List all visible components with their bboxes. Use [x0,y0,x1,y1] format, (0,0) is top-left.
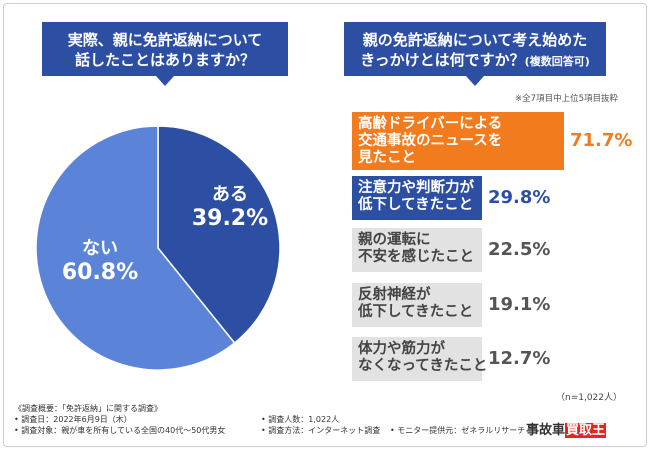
bar-fill-2 [352,176,482,220]
bar-label-3-line-2: 不安を感じたこと [358,249,474,265]
pie-label-no-value: 60.8% [61,260,139,285]
bar-label-3: 親の運転に 不安を感じたこと [358,232,474,266]
pie-label-yes-category: ある [212,184,248,205]
bar-value-5: 12.7% [488,348,551,369]
survey-overview: 《調査概要：「免許返納」に関する調査》 [14,404,162,413]
left-question-line1: 実際、親に免許返納について [67,31,263,49]
survey-target: • 調査対象：親が車を所有している全国の40代〜50代男女 [14,426,226,435]
bar-value-1: 71.7% [570,130,633,151]
right-question-suffix: (複数回答可) [524,55,590,68]
bar-label-1-line-2: 交通事故のニュースを [358,133,503,149]
logo: 事故車買取王 [526,419,607,438]
bar-label-1-line-1: 高齢ドライバーによる [358,116,503,132]
survey-date: • 調査日：2022年6月9日（木） [14,415,132,424]
right-question-tail [466,76,484,86]
right-question-line1: 親の免許返納について考え始めた [362,31,588,49]
survey-method: • 調査方法：インターネット調査 [261,426,381,435]
pie-label-yes: ある 39.2% [185,186,275,230]
frame [3,3,647,447]
sample-size-note: （n=1,022人） [555,393,622,403]
bar-label-4: 反射神経が 低下してきたこと [358,287,473,321]
bar-fill-1 [352,112,564,170]
bar-label-5: 体力や筋力が なくなってきたこと [358,341,487,375]
bar-label-2-line-2: 低下してきたこと [358,197,474,213]
bar-label-5-line-1: 体力や筋力が [358,341,445,357]
pie-slice-yes [157,125,281,345]
survey-provider: • モニター提供元：ゼネラルリサーチ [390,426,526,435]
top-note: ※全7項目中上位5項目抜粋 [515,94,618,104]
bar-label-2-line-1: 注意力や判断力が [358,180,474,196]
bar-label-1: 高齢ドライバーによる 交通事故のニュースを 見たこと [358,116,502,167]
right-question-line2: きっかけとは何ですか？ [360,51,525,69]
bar-label-4-line-2: 低下してきたこと [358,304,474,320]
pie-label-yes-value: 39.2% [191,206,269,231]
left-question-line2: 話したことはありますか？ [74,51,255,69]
pie-slice-no [35,125,236,371]
left-question-tail [156,76,174,86]
bar-label-4-line-1: 反射神経が [358,287,431,303]
bar-label-5-line-2: なくなってきたこと [358,358,488,374]
bar-label-1-line-3: 見たこと [358,150,416,166]
logo-part2: 買取王 [565,423,607,438]
right-question-box: 親の免許返納について考え始めた きっかけとは何ですか？(複数回答可) [344,22,606,76]
pie-label-no-category: ない [82,238,118,259]
bar-fill-3 [352,228,482,272]
left-question-box: 実際、親に免許返納について 話したことはありますか？ [42,22,288,76]
logo-part1: 事故車 [526,423,566,438]
bar-value-2: 29.8% [488,187,551,208]
bar-value-3: 22.5% [488,239,551,260]
bar-fill-4 [352,283,482,327]
bar-value-4: 19.1% [488,294,551,315]
bar-label-3-line-1: 親の運転に [358,232,431,248]
bar-fill-5 [352,337,482,381]
pie-label-no: ない 60.8% [55,240,145,284]
bar-label-2: 注意力や判断力が 低下してきたこと [358,180,474,214]
survey-count: • 調査人数：1,022人 [261,415,340,424]
